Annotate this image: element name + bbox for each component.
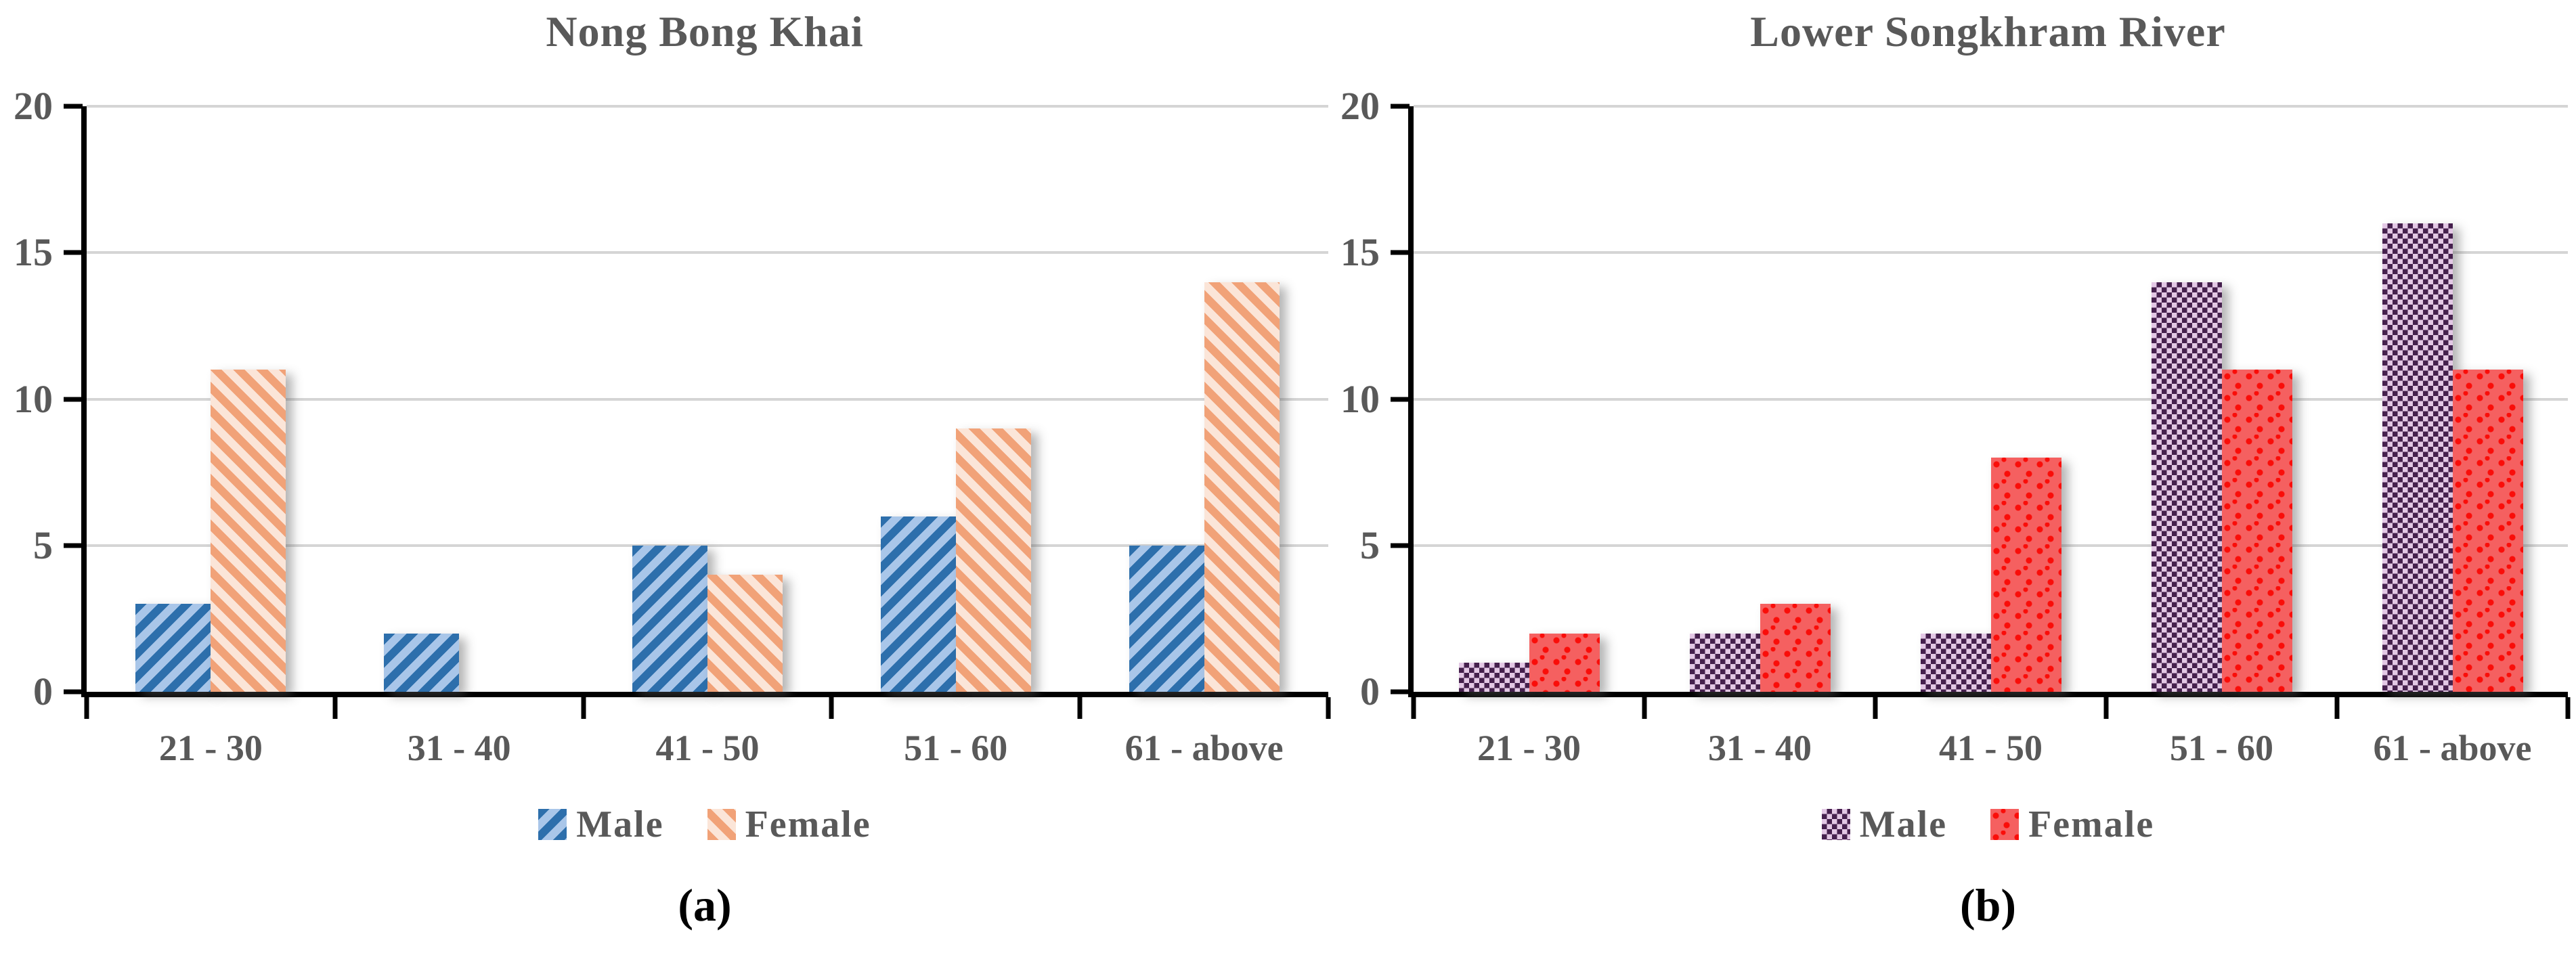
bar-female-61-above: [1204, 282, 1280, 692]
bar-group-41-50: [1875, 106, 2106, 692]
legend-item-female: Female: [1990, 806, 2154, 843]
plot-area-b: 20 15 10 5 0 21 - 30 31 - 40 41 - 50 51 - 60 61 -…: [1340, 87, 2571, 768]
y-axis-tick: [1391, 689, 1410, 695]
bar-group-31-40: [1644, 106, 1875, 692]
x-axis-tick: [2103, 697, 2109, 719]
y-axis-tick: [1391, 397, 1410, 401]
bar-female-51-60: [955, 428, 1031, 692]
bar-group-31-40: [335, 106, 584, 692]
bar-female-61-above: [2452, 370, 2523, 692]
legend-a: Male Female: [81, 804, 1328, 845]
bar-male-31-40: [384, 633, 460, 692]
bar-female-21-30: [1529, 633, 1600, 692]
y-tick-label: 10: [14, 376, 53, 421]
legend-item-female: Female: [707, 806, 871, 843]
chart-title-b: Lower Songkhram River: [1750, 7, 2226, 56]
gridline: [1414, 397, 2568, 401]
x-axis-tick: [84, 697, 89, 719]
female-series-swatch: [1990, 809, 2020, 840]
chart-title-a: Nong Bong Khai: [546, 7, 864, 56]
bar-group-21-30: [87, 106, 335, 692]
legend-item-male: Male: [1821, 803, 1948, 845]
x-axis-tick: [2334, 697, 2340, 719]
bar-male-61-above: [2382, 223, 2453, 692]
y-axis-tick: [64, 397, 83, 401]
x-axis-tick: [1873, 697, 1878, 719]
y-axis-tick: [1391, 543, 1410, 548]
x-category-label: 51 - 60: [2170, 728, 2273, 768]
bar-female-41-50: [707, 575, 783, 692]
bar-male-51-60: [880, 516, 956, 692]
male-series-swatch: [1821, 809, 1850, 840]
bar-male-31-40: [1689, 633, 1760, 692]
gridline: [87, 397, 1328, 401]
x-axis-tick: [1411, 697, 1416, 719]
legend-label-male: Male: [1859, 803, 1948, 845]
bar-female-51-60: [2221, 370, 2292, 692]
y-axis-tick: [64, 104, 83, 109]
y-tick-label: 20: [1340, 84, 1380, 128]
legend-label-female: Female: [745, 803, 871, 845]
y-tick-label: 5: [1360, 523, 1380, 567]
y-axis-tick: [64, 250, 83, 255]
x-category-label: 61 - above: [2373, 728, 2532, 768]
gridline: [87, 544, 1328, 547]
gridline: [1414, 251, 2568, 255]
bar-male-21-30: [135, 604, 211, 692]
bar-female-31-40: [1760, 604, 1831, 692]
bar-group-21-30: [1414, 106, 1644, 692]
male-series-swatch: [538, 809, 567, 840]
x-axis-tick: [581, 697, 586, 719]
legend-label-male: Male: [576, 803, 664, 845]
x-category-label: 41 - 50: [1939, 728, 2043, 768]
x-category-label: 51 - 60: [904, 728, 1008, 768]
legend-b: Male Female: [1408, 804, 2568, 845]
y-tick-label: 15: [14, 230, 53, 275]
x-axis-tick: [332, 697, 338, 719]
gridline: [87, 251, 1328, 255]
y-tick-label: 0: [1360, 669, 1380, 713]
legend-label-female: Female: [2028, 803, 2155, 845]
gridline: [87, 105, 1328, 108]
x-axis-tick: [1642, 697, 1647, 719]
bar-male-41-50: [1920, 633, 1991, 692]
y-axis-tick: [64, 689, 83, 695]
bar-male-51-60: [2151, 282, 2222, 692]
y-tick-label: 15: [1340, 230, 1380, 275]
x-category-label: 41 - 50: [655, 728, 760, 768]
bar-group-61-above: [1080, 106, 1328, 692]
x-category-label: 31 - 40: [407, 728, 511, 768]
x-category-label: 21 - 30: [158, 728, 263, 768]
bar-group-51-60: [2106, 106, 2337, 692]
subfigure-label-a: (a): [678, 879, 732, 931]
y-tick-label: 0: [33, 669, 53, 713]
bar-male-61-above: [1129, 545, 1204, 692]
x-axis-tick: [1326, 697, 1331, 719]
gridline: [1414, 105, 2568, 108]
bar-female-21-30: [211, 370, 286, 692]
y-tick-label: 20: [14, 84, 53, 128]
bar-male-21-30: [1458, 662, 1529, 692]
plot-area-a: 20 15 10 5 0 21 - 30 31 - 40 41 - 50 51 - 60 61 -…: [14, 87, 1331, 768]
y-tick-label: 10: [1340, 376, 1380, 421]
bar-male-41-50: [632, 545, 707, 692]
y-axis-tick: [1391, 104, 1410, 109]
y-axis-tick: [1391, 250, 1410, 255]
bar-group-51-60: [831, 106, 1080, 692]
bar-group-41-50: [584, 106, 832, 692]
bar-group-61-above: [2337, 106, 2568, 692]
subfigure-label-b: (b): [1959, 879, 2017, 931]
female-series-swatch: [707, 809, 736, 840]
x-axis-tick: [1077, 697, 1083, 719]
x-category-label: 31 - 40: [1708, 728, 1812, 768]
x-category-label: 61 - above: [1125, 728, 1284, 768]
x-axis-tick: [829, 697, 834, 719]
x-category-label: 21 - 30: [1477, 728, 1581, 768]
bar-female-41-50: [1990, 458, 2061, 692]
y-tick-label: 5: [33, 523, 53, 567]
y-axis-tick: [64, 543, 83, 548]
legend-item-male: Male: [538, 806, 663, 843]
x-axis-tick: [2565, 697, 2571, 719]
